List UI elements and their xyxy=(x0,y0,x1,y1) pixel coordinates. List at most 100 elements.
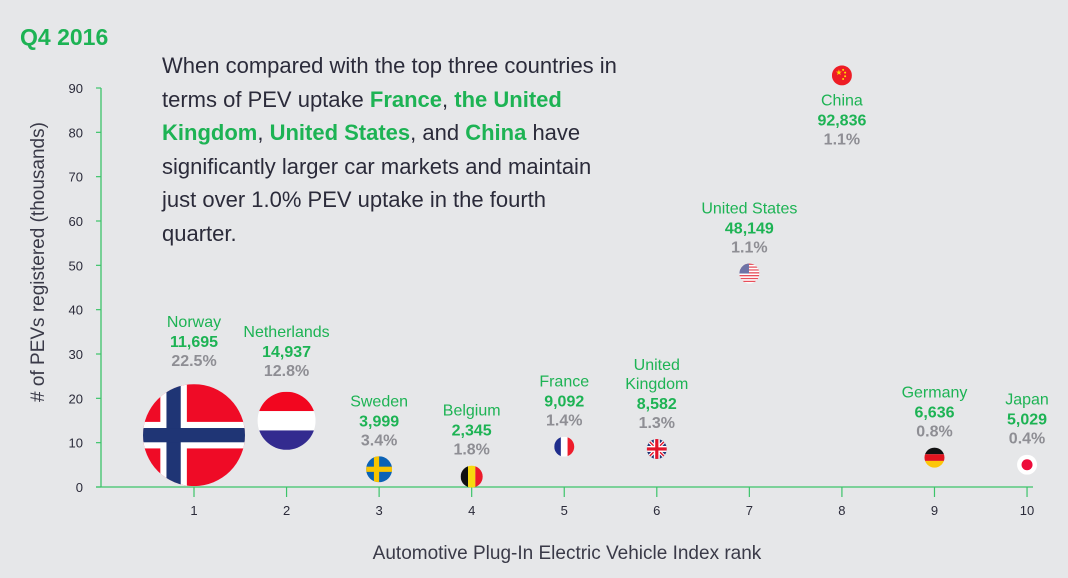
x-tick-label: 5 xyxy=(561,503,568,518)
body-text: , xyxy=(257,120,270,146)
germany-flag-icon xyxy=(924,447,945,468)
y-axis-title: # of PEVs registered (thousands) xyxy=(28,122,49,402)
country-name: United xyxy=(634,357,680,374)
share-label: 1.4% xyxy=(546,413,582,430)
country-name: Sweden xyxy=(350,393,408,410)
y-tick-label: 50 xyxy=(69,258,83,273)
x-axis-title: Automotive Plug-In Electric Vehicle Inde… xyxy=(373,543,762,564)
x-tick-label: 4 xyxy=(468,503,475,518)
pev-count-label: 9,092 xyxy=(544,394,584,411)
x-tick-label: 8 xyxy=(838,503,845,518)
x-tick-label: 6 xyxy=(653,503,660,518)
pev-count-label: 48,149 xyxy=(725,221,774,238)
y-tick-label: 90 xyxy=(69,81,83,96)
data-point-france xyxy=(554,436,575,457)
country-name: Kingdom xyxy=(625,376,688,393)
data-point-japan xyxy=(1017,454,1038,475)
share-label: 0.4% xyxy=(1009,431,1045,448)
y-tick-label: 60 xyxy=(69,214,83,229)
data-label-united-states: United States 48,149 1.1% xyxy=(701,201,797,257)
data-label-france: France 9,092 1.4% xyxy=(539,374,589,430)
data-label-norway: Norway 11,695 22.5% xyxy=(167,314,221,370)
share-label: 1.1% xyxy=(731,240,767,257)
data-label-china: China 92,836 1.1% xyxy=(817,92,866,148)
highlight-text: China xyxy=(465,120,527,146)
star-icon xyxy=(844,75,847,78)
star-icon xyxy=(842,68,845,71)
france-flag-icon xyxy=(554,436,575,457)
star-icon: ★ xyxy=(836,68,843,77)
star-icon xyxy=(844,71,847,74)
country-name: Norway xyxy=(167,314,221,331)
y-tick-label: 70 xyxy=(69,170,83,185)
body-text: When compared with the top three countri… xyxy=(162,53,617,112)
share-label: 12.8% xyxy=(264,363,309,380)
pev-count-label: 6,636 xyxy=(914,405,954,422)
china-flag-icon: ★ xyxy=(831,65,852,86)
netherlands-flag-icon xyxy=(257,391,316,450)
star-icon xyxy=(842,78,845,81)
data-label-japan: Japan 5,029 0.4% xyxy=(1005,392,1049,448)
summary-text: When compared with the top three countri… xyxy=(162,49,622,251)
share-label: 1.8% xyxy=(453,442,489,459)
pev-count-label: 3,999 xyxy=(359,413,399,430)
data-point-china: ★ xyxy=(831,65,852,86)
data-point-belgium xyxy=(460,465,483,488)
y-tick-label: 0 xyxy=(76,480,83,495)
country-name: France xyxy=(539,374,589,391)
sweden-flag-icon xyxy=(366,456,393,483)
pev-count-label: 5,029 xyxy=(1007,412,1047,429)
highlight-text: the United Kingdom xyxy=(162,86,562,146)
data-label-germany: Germany 6,636 0.8% xyxy=(902,385,968,441)
country-name: Japan xyxy=(1005,392,1049,409)
country-name: Belgium xyxy=(443,403,501,420)
highlight-text: United States xyxy=(269,120,411,146)
x-tick-label: 1 xyxy=(190,503,197,518)
body-text: , xyxy=(442,86,455,112)
data-label-belgium: Belgium 2,345 1.8% xyxy=(443,403,501,459)
body-text: , and xyxy=(410,120,466,146)
uk-flag-icon xyxy=(646,438,667,459)
body-text: have significantly larger car markets an… xyxy=(162,120,592,246)
data-point-united-states xyxy=(739,263,760,284)
belgium-flag-icon xyxy=(460,465,483,488)
share-label: 1.1% xyxy=(824,131,860,148)
data-point-netherlands xyxy=(257,391,316,450)
y-tick-label: 10 xyxy=(69,436,83,451)
data-point-united-kingdom xyxy=(646,438,667,459)
share-label: 22.5% xyxy=(171,353,216,370)
country-name: Netherlands xyxy=(243,324,329,341)
x-tick-label: 2 xyxy=(283,503,290,518)
pev-count-label: 11,695 xyxy=(170,334,218,351)
share-label: 3.4% xyxy=(361,432,397,449)
usa-flag-icon xyxy=(739,263,760,284)
x-tick-label: 9 xyxy=(931,503,938,518)
pev-count-label: 14,937 xyxy=(262,344,311,361)
data-point-sweden xyxy=(366,456,393,483)
chart-title: Q4 2016 xyxy=(20,24,109,50)
axes: 0 10 20 30 40 50 60 70 80 90 1 2 3 4 5 6 7 8 9 10 Automotive… xyxy=(28,81,1034,564)
pev-count-label: 2,345 xyxy=(452,423,492,440)
y-tick-label: 20 xyxy=(69,391,83,406)
norway-flag-icon xyxy=(143,384,245,487)
x-tick-label: 7 xyxy=(746,503,753,518)
data-label-sweden: Sweden 3,999 3.4% xyxy=(350,393,408,449)
y-tick-label: 40 xyxy=(69,303,83,318)
country-name: China xyxy=(821,92,863,109)
share-label: 0.8% xyxy=(916,424,952,441)
share-label: 1.3% xyxy=(639,415,675,432)
pev-count-label: 92,836 xyxy=(817,112,866,129)
y-tick-label: 80 xyxy=(69,125,83,140)
data-point-germany xyxy=(924,447,945,468)
data-label-netherlands: Netherlands 14,937 12.8% xyxy=(243,324,329,380)
x-tick-label: 3 xyxy=(376,503,383,518)
highlight-text: France xyxy=(369,86,443,112)
country-name: Germany xyxy=(902,385,968,402)
data-points: ★ xyxy=(143,65,1038,488)
y-tick-label: 30 xyxy=(69,347,83,362)
data-label-united-kingdom: United Kingdom 8,582 1.3% xyxy=(625,357,688,432)
data-labels: Norway 11,695 22.5% Netherlands 14,937 12.8% S… xyxy=(167,92,1049,458)
country-name: United States xyxy=(701,201,797,218)
